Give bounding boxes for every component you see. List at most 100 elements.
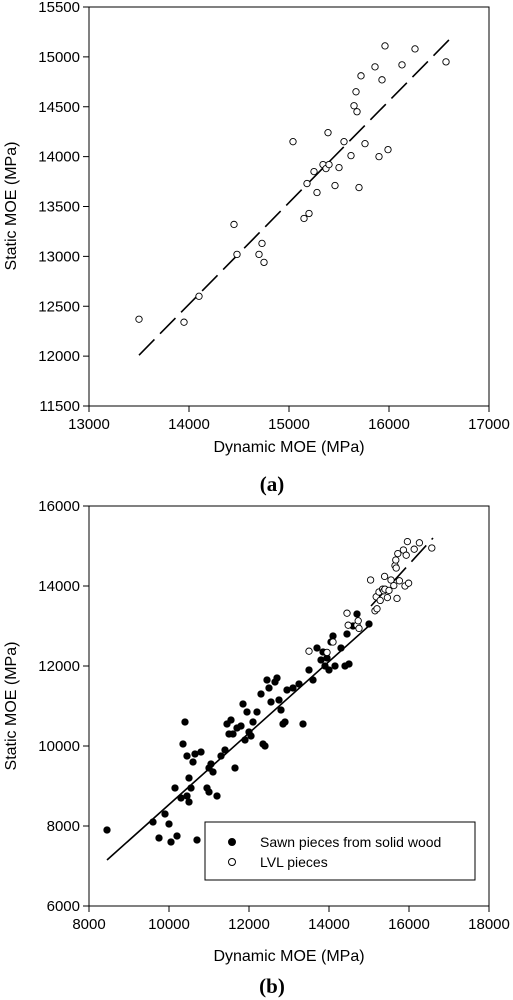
x-tick-label: 18000 [468,916,510,933]
data-point-lvl [335,163,343,172]
x-tick-label: 10000 [148,916,190,933]
data-point-lvl [378,76,386,84]
data-point-lvl [354,617,362,625]
data-point-sawn [329,632,337,640]
y-tick-label: 12000 [38,658,80,675]
data-point-sawn [229,730,237,738]
data-point-sawn [179,740,187,748]
data-point-lvl [376,596,384,605]
data-point-lvl [323,648,331,657]
data-point-sawn [165,820,173,828]
plot-frame-b [88,505,490,907]
x-tick-label: 12000 [228,916,270,933]
data-point-sawn [353,610,361,618]
data-point-sawn [103,826,111,834]
data-point-sawn [289,684,297,692]
data-point-lvl [195,292,203,300]
data-point-lvl [411,45,419,53]
x-tick-label: 15000 [268,416,310,433]
trendline-dashed [138,39,450,356]
x-tick-label: 14000 [168,416,210,433]
data-point-sawn [267,698,275,706]
data-point-sawn [217,752,225,760]
x-axis-label-a: Dynamic MOE (MPa) [213,439,364,456]
data-point-sawn [173,832,181,840]
data-point-sawn [167,838,175,846]
data-point-lvl [366,576,375,584]
data-point-lvl [398,61,406,69]
data-point-lvl [350,102,358,110]
x-tick-label: 16000 [368,416,410,433]
data-point-lvl [373,605,381,613]
data-point-lvl [393,594,401,603]
data-point-sawn [189,758,197,766]
points-a [135,42,450,326]
data-point-lvl [402,551,410,559]
data-point-lvl [380,572,389,581]
data-point-lvl [233,250,241,259]
y-tick-label: 6000 [47,898,80,915]
data-point-sawn [183,792,191,800]
data-point-sawn [309,676,317,684]
y-tick-label: 12000 [38,348,80,365]
data-point-lvl [347,151,355,160]
data-point-sawn [273,674,281,682]
data-point-lvl [310,167,318,176]
data-point-sawn [183,752,191,760]
x-tick-label: 14000 [308,916,350,933]
data-point-sawn [253,708,261,716]
data-point-lvl [324,129,332,137]
data-point-sawn [263,676,271,684]
data-point-lvl [331,181,339,190]
legend-label-sawn: Sawn pieces from solid wood [260,834,441,850]
data-point-sawn [197,748,205,756]
data-point-sawn [207,760,215,768]
y-tick-label: 15000 [38,49,80,66]
y-axis-label-a: Static MOE (MPa) [3,142,20,271]
data-point-sawn [155,834,163,842]
data-point-sawn [325,666,333,674]
caption-b: (b) [259,974,285,998]
data-point-lvl [258,239,266,248]
panel-a: 13000 14000 15000 16000 17000 11500 12000 12500… [3,0,510,496]
data-point-lvl [390,581,398,590]
data-point-sawn [213,792,221,800]
y-tick-label: 13500 [38,199,80,216]
data-point-sawn [243,708,251,716]
data-point-lvl [135,315,143,323]
data-point-sawn [249,718,257,726]
y-tick-label: 14000 [38,149,80,166]
data-point-sawn [343,630,351,638]
data-point-sawn [177,794,185,802]
x-tick-label: 16000 [388,916,430,933]
caption-a: (a) [260,472,285,496]
points-b [103,537,436,846]
data-point-lvl [303,179,311,188]
y-tick-label: 15500 [38,0,80,16]
data-point-sawn [187,784,195,792]
data-point-sawn [313,644,321,652]
data-point-sawn [365,620,373,628]
legend-marker-sawn [228,838,236,846]
data-point-lvl [383,593,392,602]
data-point-sawn [231,764,239,772]
data-point-lvl [392,556,400,564]
data-point-lvl [384,145,392,154]
data-point-lvl [260,258,268,267]
data-point-lvl [395,577,404,585]
y-tick-label: 10000 [38,738,80,755]
x-tick-label: 17000 [468,416,510,433]
axis-ticks-b: 8000 10000 12000 14000 16000 1800060008000100… [38,498,510,933]
data-point-lvl [371,63,379,71]
data-point-sawn [305,666,313,674]
plot-frame-a [88,6,490,407]
data-point-sawn [247,732,255,740]
data-point-sawn [171,784,179,792]
data-point-sawn [191,750,199,758]
y-tick-label: 8000 [47,818,80,835]
data-point-sawn [237,722,245,730]
data-point-sawn [275,696,283,704]
data-point-sawn [265,684,273,692]
data-point-lvl [385,586,393,595]
legend: Sawn pieces from solid wood LVL pieces [204,821,476,881]
